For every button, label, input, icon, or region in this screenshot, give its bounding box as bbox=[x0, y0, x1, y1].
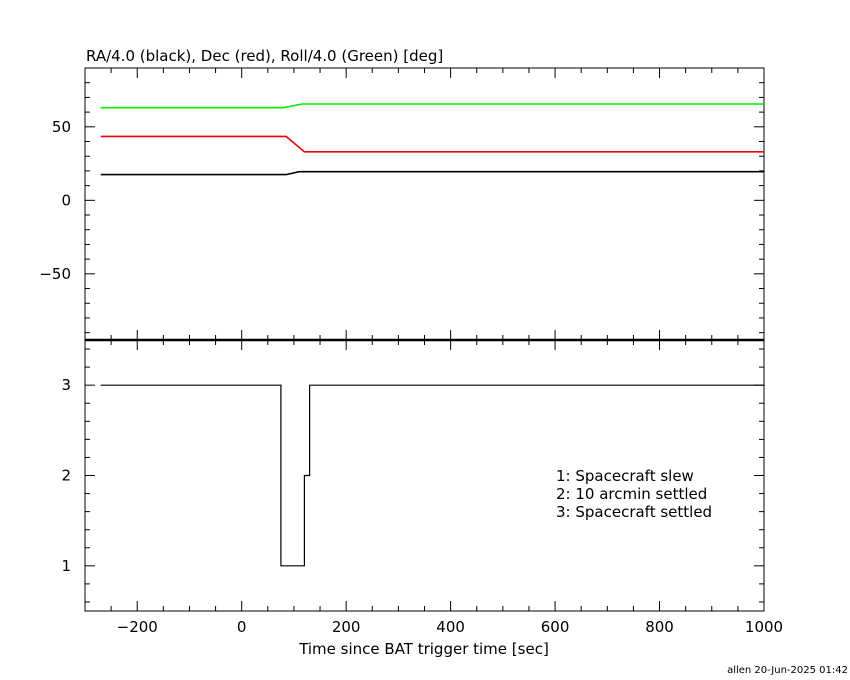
top-series-line-2 bbox=[100, 170, 764, 176]
chart-title: RA/4.0 (black), Dec (red), Roll/4.0 (Gre… bbox=[86, 47, 443, 65]
top-y-tick-label: 0 bbox=[61, 191, 71, 209]
bottom-y-tick-label: 2 bbox=[61, 467, 71, 485]
x-tick-labels: −200 0 200 400 600 800 1000 bbox=[117, 618, 783, 636]
bottom-series-line-0 bbox=[100, 384, 764, 567]
top-series-line-1 bbox=[100, 135, 764, 153]
top-plot-frame bbox=[84, 67, 765, 341]
top-tick-marks bbox=[84, 67, 765, 340]
status-legend: 1: Spacecraft slew 2: 10 arcmin settled … bbox=[556, 467, 712, 521]
x-tick-label: 0 bbox=[237, 618, 247, 636]
legend-item-slew: 1: Spacecraft slew bbox=[556, 467, 694, 485]
x-tick-label: 1000 bbox=[745, 618, 783, 636]
bottom-y-tick-labels: 1 2 3 bbox=[61, 376, 71, 575]
bottom-tick-marks bbox=[84, 340, 765, 611]
bottom-y-tick-label: 3 bbox=[61, 376, 71, 394]
x-tick-label: 600 bbox=[541, 618, 570, 636]
top-series-lines bbox=[100, 103, 764, 176]
bottom-series-lines bbox=[100, 384, 764, 567]
top-panel: −50 0 50 RA/4.0 (black), Dec (red), Roll/4… bbox=[39, 47, 765, 341]
x-tick-label: 200 bbox=[332, 618, 361, 636]
top-series-line-0 bbox=[100, 103, 764, 109]
legend-item-10-arcmin: 2: 10 arcmin settled bbox=[556, 485, 707, 503]
bottom-panel: 1 2 3 −200 0 200 400 600 800 1000 1: Spacecraft … bbox=[61, 339, 783, 658]
top-y-tick-label: −50 bbox=[39, 265, 71, 283]
top-y-tick-labels: −50 0 50 bbox=[39, 118, 71, 283]
top-y-tick-label: 50 bbox=[52, 118, 71, 136]
x-axis-label: Time since BAT trigger time [sec] bbox=[298, 640, 549, 658]
bottom-y-tick-label: 1 bbox=[61, 557, 71, 575]
legend-item-settled: 3: Spacecraft settled bbox=[556, 503, 712, 521]
x-tick-label: 400 bbox=[436, 618, 465, 636]
x-tick-label: 800 bbox=[645, 618, 674, 636]
footer-timestamp: allen 20-Jun-2025 01:42 bbox=[727, 665, 848, 676]
x-tick-label: −200 bbox=[117, 618, 158, 636]
